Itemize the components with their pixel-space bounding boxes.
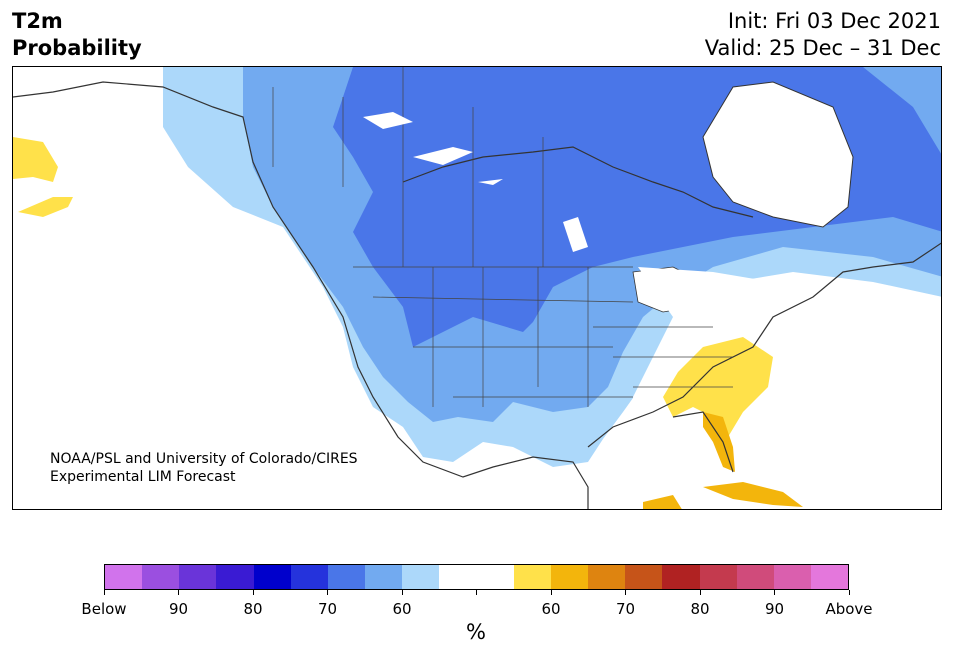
- legend-swatch: [736, 565, 774, 589]
- legend-swatch: [327, 565, 366, 589]
- hudson-bay: [702, 81, 854, 228]
- legend-swatch: [625, 565, 663, 589]
- legend-swatch: [476, 565, 514, 589]
- legend-tick-label: 70: [615, 600, 636, 618]
- above-normal-alaska: [13, 137, 58, 182]
- legend-tick-mark: [625, 590, 626, 595]
- coastlines: [13, 81, 941, 509]
- chart-title: T2m Probability: [12, 8, 142, 62]
- date-info: Init: Fri 03 Dec 2021 Valid: 25 Dec – 31…: [705, 8, 941, 62]
- legend-swatch: [773, 565, 811, 589]
- legend-swatch: [699, 565, 737, 589]
- legend-swatch: [402, 565, 440, 589]
- forecast-map: [13, 67, 941, 509]
- init-date: Init: Fri 03 Dec 2021: [727, 9, 941, 33]
- legend-tick-mark: [848, 590, 850, 595]
- legend-tick-mark: [550, 590, 552, 595]
- color-legend: [104, 564, 849, 590]
- above-normal-florida: [703, 412, 735, 472]
- title-line-1: T2m: [12, 9, 63, 33]
- legend-swatch: [216, 565, 254, 589]
- legend-tick-label: 90: [168, 600, 189, 618]
- interior-lakes: [363, 112, 588, 252]
- legend-swatch: [513, 565, 551, 589]
- legend-swatch: [365, 565, 403, 589]
- title-line-2: Probability: [12, 36, 142, 60]
- legend-tick-label: Below: [81, 600, 127, 618]
- above-normal-cuba: [703, 482, 803, 507]
- legend-swatch: [439, 565, 477, 589]
- legend-swatch: [290, 565, 328, 589]
- legend-swatch: [588, 565, 626, 589]
- legend-swatch: [662, 565, 700, 589]
- legend-tick-label: 80: [690, 600, 710, 618]
- legend-tick-label: 70: [317, 600, 338, 618]
- political-borders: [272, 67, 733, 407]
- legend-swatch: [810, 565, 849, 589]
- credit-line-1: NOAA/PSL and University of Colorado/CIRE…: [50, 451, 358, 467]
- map-credit: NOAA/PSL and University of Colorado/CIRE…: [50, 450, 358, 486]
- legend-tick-mark: [252, 590, 254, 595]
- legend-swatch: [179, 565, 217, 589]
- legend-swatch: [253, 565, 291, 589]
- legend-tick-mark: [476, 590, 477, 595]
- legend-swatch: [550, 565, 589, 589]
- legend-tick-mark: [699, 590, 701, 595]
- map-panel: NOAA/PSL and University of Colorado/CIRE…: [12, 66, 942, 510]
- legend-tick-mark: [327, 590, 328, 595]
- above-normal-aleutians: [18, 197, 73, 217]
- legend-swatch: [142, 565, 180, 589]
- legend-unit: %: [466, 620, 486, 644]
- legend-tick-label: Above: [825, 600, 873, 618]
- legend-tick-label: 90: [764, 600, 785, 618]
- legend-tick-mark: [774, 590, 775, 595]
- credit-line-2: Experimental LIM Forecast: [50, 469, 236, 485]
- legend-tick-mark: [103, 590, 105, 595]
- legend-tick-label: 80: [243, 600, 263, 618]
- legend-tick-mark: [178, 590, 179, 595]
- legend-swatch: [105, 565, 143, 589]
- legend-tick-label: 60: [392, 600, 412, 618]
- legend-tick-mark: [401, 590, 403, 595]
- above-normal-caribbean: [643, 495, 682, 509]
- legend-tick-label: 60: [541, 600, 561, 618]
- valid-range: Valid: 25 Dec – 31 Dec: [704, 36, 941, 60]
